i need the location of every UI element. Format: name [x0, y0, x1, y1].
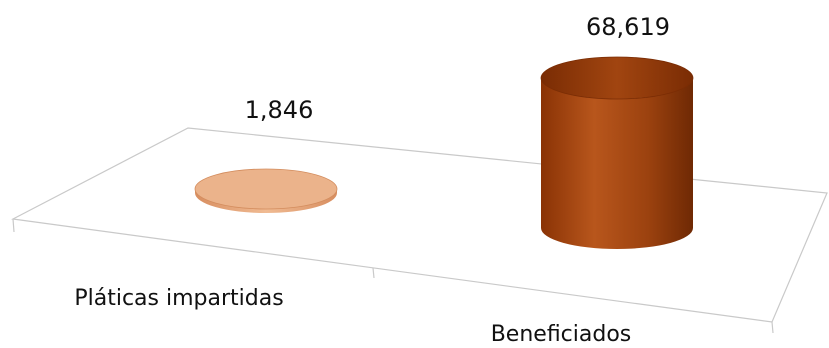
data-label-beneficiados: 68,619: [586, 13, 670, 41]
bar-beneficiados-side: [541, 78, 693, 249]
floor-tick-right: [771, 321, 774, 334]
bar-platicas-top: [194, 168, 338, 210]
bar-platicas-side: [195, 188, 337, 213]
floor-plane: [11, 127, 828, 323]
category-label-platicas: Pláticas impartidas: [74, 286, 283, 311]
chart-marks: [194, 56, 694, 249]
data-label-platicas: 1,846: [245, 96, 314, 124]
floor-tick-mid: [372, 267, 375, 279]
floor-tick-left: [12, 218, 15, 233]
bar-beneficiados-top: [540, 56, 694, 100]
category-label-beneficiados: Beneficiados: [491, 322, 632, 347]
